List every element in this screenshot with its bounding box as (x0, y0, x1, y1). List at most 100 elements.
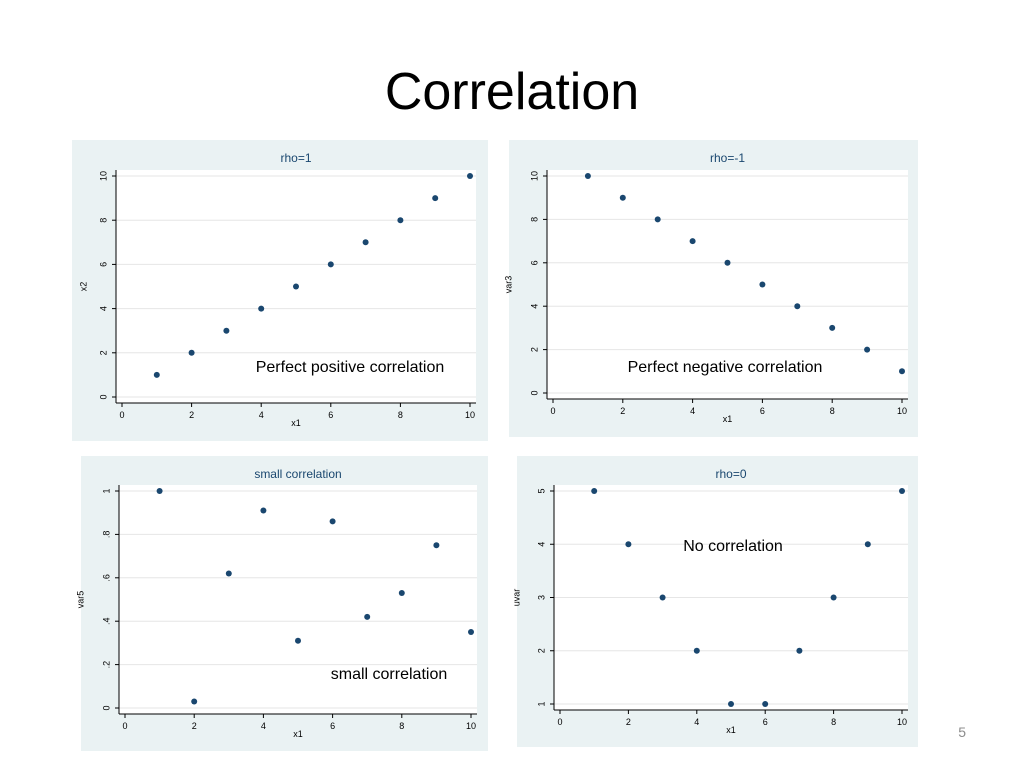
chart-rho-1: rho=1 0 2 4 6 8 10 0 2 4 6 8 10 x1 x2 Perfect positive … (72, 140, 488, 441)
y-tick-label: 1 (536, 701, 546, 706)
data-point (584, 173, 591, 179)
data-point (830, 594, 837, 601)
data-point (654, 216, 661, 223)
x-axis-label: x1 (726, 725, 736, 735)
x-axis-label: x1 (723, 414, 733, 424)
y-tick-label: 2 (536, 648, 546, 653)
data-point (293, 283, 299, 290)
data-point (864, 346, 871, 353)
x-tick-label: 2 (620, 406, 625, 416)
chart-rho-minus-1-svg: rho=-1 0 2 4 6 8 10 0 2 4 6 8 10 x1 var3 Perfect negati… (503, 151, 908, 424)
chart-title: small correlation (254, 467, 341, 481)
data-point (796, 647, 803, 654)
data-point (467, 173, 473, 179)
y-tick-label: 6 (98, 262, 108, 267)
data-point (223, 327, 230, 334)
data-point (468, 629, 474, 636)
data-point (397, 217, 404, 224)
x-tick-label: 8 (831, 717, 836, 727)
x-tick-label: 6 (760, 406, 765, 416)
data-point (899, 368, 905, 375)
slide-title: Correlation (384, 63, 640, 121)
y-tick-label: 4 (98, 306, 108, 311)
x-tick-label: 4 (694, 717, 699, 727)
x-tick-label: 10 (465, 410, 475, 420)
chart-small-correlation: small correlation 0.2.4.6.8 1 0 2 4 6 8 10 x1 var5… (75, 456, 488, 751)
y-tick-label: 5 (536, 488, 546, 493)
x-axis-label: x1 (291, 418, 301, 428)
y-tick-label: 8 (529, 217, 539, 222)
data-point (759, 281, 766, 288)
chart-rho-minus-1: rho=-1 0 2 4 6 8 10 0 2 4 6 8 10 x1 var3 Perfect negati… (503, 140, 918, 437)
chart-rho-0-svg: rho=0 1 2 3 4 5 0 2 4 6 8 10 x1 uvar No correlation (511, 467, 908, 735)
x-tick-label: 8 (399, 721, 404, 731)
y-tick-label: 0 (101, 705, 111, 710)
y-tick-label: .4 (101, 617, 111, 625)
y-axis-label: var5 (75, 591, 85, 609)
data-point (398, 589, 405, 596)
y-tick-label: 8 (98, 218, 108, 223)
data-point (295, 637, 301, 644)
plot-area (547, 170, 908, 399)
data-point (899, 488, 905, 494)
x-tick-label: 10 (466, 721, 476, 731)
data-point (591, 488, 598, 494)
data-point (258, 305, 265, 312)
page-number: 5 (958, 724, 966, 740)
y-tick-label: 0 (529, 390, 539, 395)
data-point (432, 195, 439, 202)
data-point (689, 238, 696, 245)
y-tick-label: 0 (98, 394, 108, 399)
data-point (260, 507, 267, 514)
chart-title: rho=0 (715, 467, 746, 481)
x-tick-label: 6 (763, 717, 768, 727)
x-axis-label: x1 (293, 729, 303, 739)
x-tick-label: 6 (330, 721, 335, 731)
data-point (329, 518, 336, 525)
data-point (829, 324, 836, 331)
y-tick-label: 4 (529, 304, 539, 309)
data-point (364, 613, 371, 620)
data-point (362, 239, 369, 246)
data-point (191, 698, 198, 705)
x-tick-label: 2 (626, 717, 631, 727)
x-tick-label: 0 (119, 410, 124, 420)
chart-rho-1-svg: rho=1 0 2 4 6 8 10 0 2 4 6 8 10 x1 x2 Perfect positive … (78, 151, 476, 428)
x-tick-label: 4 (690, 406, 695, 416)
chart-title: rho=1 (280, 151, 311, 165)
y-axis-label: uvar (511, 589, 521, 607)
y-axis-label: x2 (78, 282, 88, 292)
x-tick-label: 8 (398, 410, 403, 420)
x-tick-label: 4 (261, 721, 266, 731)
chart-annotation: Perfect positive correlation (256, 359, 445, 376)
chart-annotation: Perfect negative correlation (628, 359, 823, 376)
y-tick-label: 4 (536, 542, 546, 547)
y-tick-label: .2 (101, 661, 111, 669)
x-tick-label: 8 (830, 406, 835, 416)
chart-title: rho=-1 (710, 151, 745, 165)
data-point (762, 701, 769, 707)
x-tick-label: 4 (259, 410, 264, 420)
x-tick-label: 0 (557, 717, 562, 727)
chart-annotation: No correlation (683, 538, 783, 555)
data-point (225, 570, 232, 577)
y-tick-label: 1 (101, 488, 111, 493)
data-point (619, 194, 626, 201)
data-point (659, 594, 666, 601)
data-point (693, 647, 700, 654)
y-tick-label: 2 (98, 350, 108, 355)
y-tick-label: .8 (101, 531, 111, 539)
data-point (156, 488, 163, 494)
data-point (327, 261, 334, 268)
chart-annotation: small correlation (331, 666, 447, 683)
x-tick-label: 0 (122, 721, 127, 731)
plot-area (119, 485, 477, 714)
x-tick-label: 10 (897, 717, 907, 727)
y-tick-label: 10 (529, 171, 539, 181)
data-point (728, 701, 734, 707)
y-tick-label: .6 (101, 574, 111, 582)
data-point (625, 541, 632, 548)
data-point (188, 349, 195, 356)
data-point (794, 303, 801, 310)
